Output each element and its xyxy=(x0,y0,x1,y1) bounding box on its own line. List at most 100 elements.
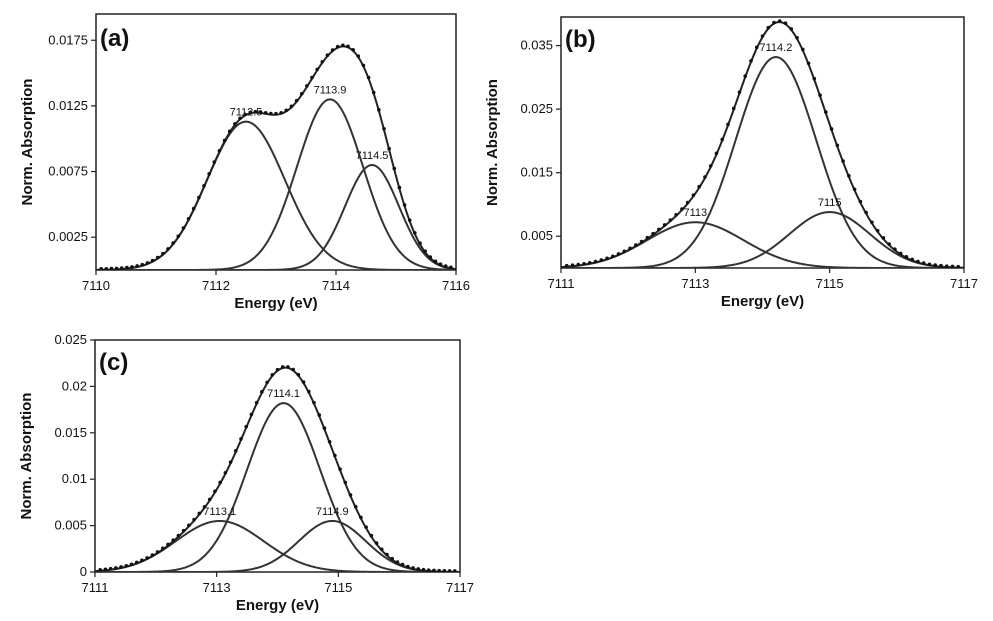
data-point xyxy=(628,246,632,251)
data-point xyxy=(452,569,457,572)
data-point xyxy=(893,247,897,252)
data-point xyxy=(124,563,129,568)
data-point xyxy=(714,151,719,156)
component-curve-3 xyxy=(561,211,964,268)
data-point xyxy=(155,550,160,554)
data-point xyxy=(416,567,421,571)
data-point xyxy=(228,460,233,464)
x-tick-label: 7116 xyxy=(442,278,470,293)
data-point xyxy=(418,241,422,246)
x-axis-label: Energy (eV) xyxy=(234,295,317,312)
data-point xyxy=(253,109,258,114)
data-point xyxy=(207,172,211,176)
peak-label: 7115 xyxy=(818,197,842,209)
peak-label: 7113.9 xyxy=(314,84,347,96)
data-point xyxy=(599,258,604,262)
x-tick-label: 7113 xyxy=(681,276,709,291)
y-tick-label: 0.035 xyxy=(520,38,553,53)
y-tick-label: 0.015 xyxy=(520,165,553,180)
data-point xyxy=(731,106,736,111)
data-point xyxy=(720,137,724,142)
data-point xyxy=(258,110,263,114)
data-point xyxy=(305,84,309,88)
data-point xyxy=(703,175,707,179)
panel-b: 7111 7113 7115 7117 0.005 0.015 0.025 0.035 Ener… xyxy=(484,16,978,310)
data-point xyxy=(433,259,438,264)
data-point xyxy=(726,122,730,127)
data-point xyxy=(824,110,828,114)
data-point xyxy=(858,199,863,204)
data-point xyxy=(346,44,350,49)
data-point xyxy=(428,255,433,259)
data-point xyxy=(760,34,765,38)
data-point xyxy=(443,264,448,268)
data-point xyxy=(361,63,366,68)
data-point xyxy=(916,259,920,264)
data-point xyxy=(301,380,306,384)
data-point xyxy=(343,480,348,485)
panel-a: 7110 7112 7114 7116 0.0025 0.0075 0.0125 0.0175… xyxy=(19,13,470,312)
data-point xyxy=(212,160,217,164)
data-point xyxy=(385,552,389,557)
data-point xyxy=(243,112,247,117)
data-point xyxy=(697,184,701,189)
y-tick-label: 0.0075 xyxy=(48,164,88,179)
fit-envelope xyxy=(561,21,964,268)
x-tick-label: 7111 xyxy=(548,276,575,291)
data-point xyxy=(447,569,452,572)
data-point xyxy=(564,263,569,268)
data-point xyxy=(348,493,353,497)
y-tick-label: 0.02 xyxy=(62,378,87,393)
data-point xyxy=(310,75,314,80)
data-point xyxy=(438,262,443,267)
data-point xyxy=(795,35,799,40)
data-point xyxy=(155,255,160,260)
data-point xyxy=(680,207,684,211)
data-point xyxy=(616,252,621,256)
component-curve-1 xyxy=(95,519,460,572)
data-point xyxy=(291,367,295,372)
data-point xyxy=(691,193,696,197)
data-point xyxy=(335,44,340,49)
data-point xyxy=(202,184,206,188)
data-point xyxy=(605,256,609,261)
data-point xyxy=(108,566,113,571)
data-point xyxy=(927,262,932,267)
x-tick-label: 7110 xyxy=(82,278,110,293)
data-point xyxy=(166,247,170,251)
peak-label: 7114.9 xyxy=(316,506,349,518)
panel-label: (a) xyxy=(100,25,129,52)
data-point xyxy=(333,453,337,458)
panel-c: 7111 7113 7115 7117 0 0.005 0.01 0.015 0.02 0.025… xyxy=(18,332,474,614)
y-tick-label: 0.025 xyxy=(54,332,87,347)
data-point xyxy=(249,412,254,417)
y-tick-label: 0.005 xyxy=(54,518,87,533)
y-axis-label: Norm. Absorption xyxy=(18,393,35,520)
data-point xyxy=(239,437,243,441)
plot-frame xyxy=(95,13,457,271)
data-point xyxy=(356,54,361,58)
data-point xyxy=(387,146,391,151)
data-point xyxy=(449,265,453,270)
data-point xyxy=(135,264,139,268)
y-axis-label: Norm. Absorption xyxy=(19,79,36,206)
data-point xyxy=(260,390,264,394)
data-point xyxy=(611,254,615,259)
data-point xyxy=(366,75,371,80)
plot-frame xyxy=(560,16,965,269)
data-point xyxy=(939,263,943,268)
data-point xyxy=(270,373,275,377)
data-point xyxy=(576,262,581,267)
data-point xyxy=(192,517,196,522)
data-point xyxy=(223,470,228,475)
data-point xyxy=(330,48,335,52)
data-point xyxy=(364,525,368,529)
component-curve-2 xyxy=(95,402,460,572)
data-point xyxy=(171,538,176,542)
data-point xyxy=(351,48,355,52)
component-curve-3 xyxy=(95,519,460,572)
data-point xyxy=(134,560,139,565)
data-point xyxy=(835,143,840,148)
data-point xyxy=(950,264,955,268)
